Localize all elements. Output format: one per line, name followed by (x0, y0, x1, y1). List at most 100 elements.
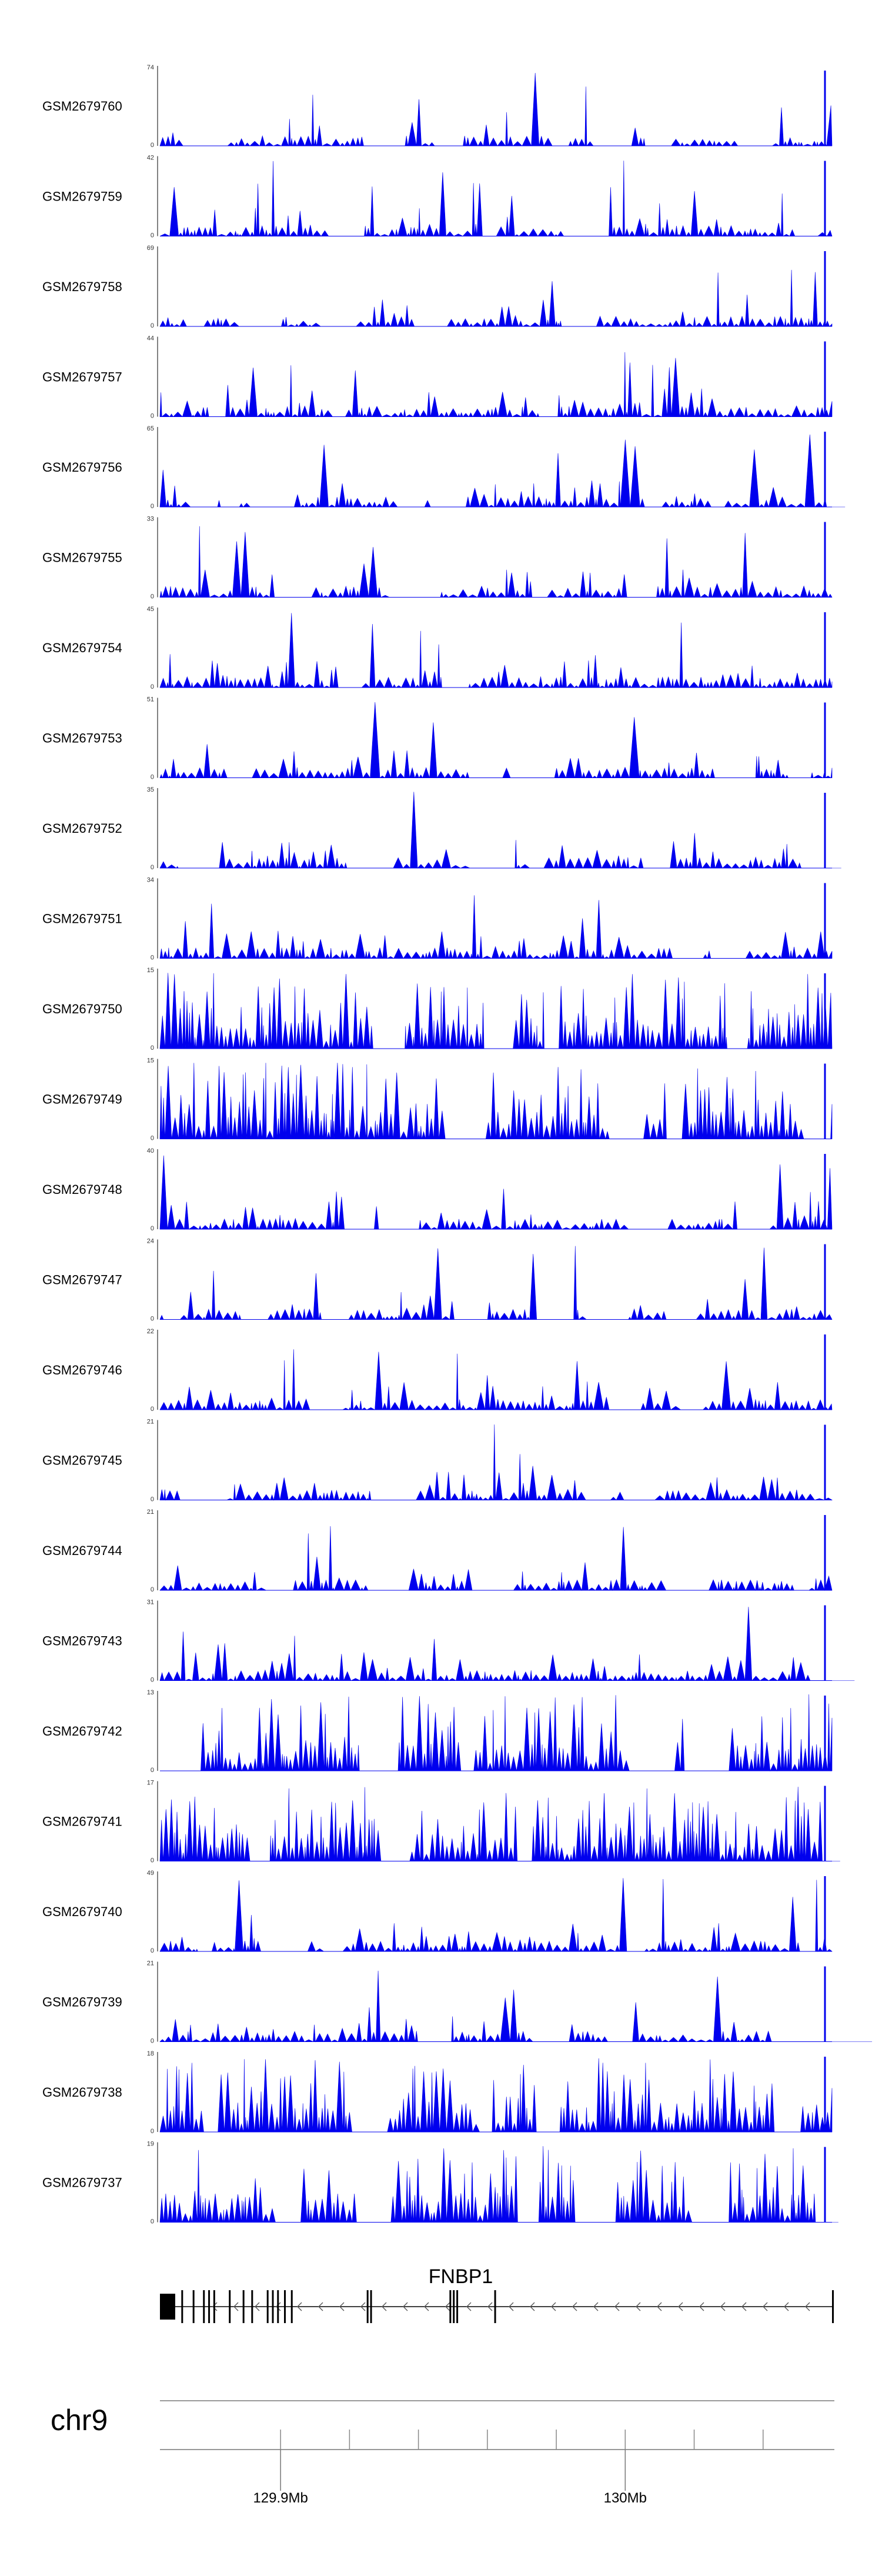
track-name-label: GSM2679741 (42, 1814, 122, 1829)
strand-arrow (297, 2302, 302, 2311)
track-name-label: GSM2679748 (42, 1182, 122, 1197)
exon (192, 2290, 195, 2323)
exon (449, 2290, 452, 2323)
strand-arrow (318, 2302, 323, 2311)
coverage-area (159, 2058, 833, 2133)
track-name-label: GSM2679737 (42, 2175, 122, 2190)
strand-arrow (339, 2302, 345, 2311)
y-max-label: 13 (147, 1689, 154, 1696)
y-min-label: 0 (151, 503, 154, 510)
coverage-area (159, 1424, 833, 1501)
track-name-label: GSM2679747 (42, 1273, 122, 1287)
track-GSM2679756: GSM2679756 65 0 (42, 425, 846, 510)
y-max-label: 18 (147, 2050, 154, 2057)
exon (160, 2294, 175, 2320)
chromosome-label: chr9 (51, 2404, 108, 2437)
coverage-area (159, 1787, 840, 1862)
strand-arrow (212, 2302, 218, 2311)
y-min-label: 0 (151, 593, 154, 600)
coverage-area (159, 269, 833, 328)
y-min-label: 0 (151, 1135, 154, 1142)
y-min-label: 0 (151, 683, 154, 690)
coverage-area (159, 526, 833, 598)
strand-arrow (699, 2302, 704, 2311)
y-max-label: 49 (147, 1870, 154, 1877)
strand-arrow (741, 2302, 747, 2311)
track-GSM2679754: GSM2679754 45 0 (42, 606, 833, 690)
track-GSM2679752: GSM2679752 35 0 (42, 786, 841, 871)
y-max-label: 42 (147, 155, 154, 162)
y-min-label: 0 (151, 1406, 154, 1413)
coverage-area (159, 1349, 833, 1411)
exon (284, 2290, 286, 2323)
y-min-label: 0 (151, 1045, 154, 1052)
coverage-area (159, 1063, 833, 1140)
y-min-label: 0 (151, 1586, 154, 1593)
strand-arrow (466, 2302, 472, 2311)
exon (208, 2290, 211, 2323)
track-name-label: GSM2679753 (42, 731, 122, 746)
y-max-label: 19 (147, 2141, 154, 2148)
strand-arrow (530, 2302, 535, 2311)
coverage-area (159, 1526, 833, 1591)
y-min-label: 0 (151, 1316, 154, 1323)
track-name-label: GSM2679754 (42, 640, 122, 655)
track-name-label: GSM2679739 (42, 1995, 122, 2010)
exon (366, 2290, 369, 2323)
exon (456, 2290, 459, 2323)
track-name-label: GSM2679743 (42, 1634, 122, 1649)
track-GSM2679744: GSM2679744 21 0 (42, 1509, 833, 1593)
gene-name-label: FNBP1 (429, 2265, 493, 2288)
y-max-label: 22 (147, 1328, 154, 1335)
track-name-label: GSM2679751 (42, 912, 122, 926)
track-GSM2679760: GSM2679760 74 0 (42, 64, 833, 149)
exon (290, 2290, 293, 2323)
y-max-label: 35 (147, 786, 154, 793)
y-min-label: 0 (151, 774, 154, 781)
y-max-label: 34 (147, 877, 154, 884)
strand-arrow (509, 2302, 514, 2311)
coverage-area (159, 1878, 833, 1953)
track-GSM2679749: GSM2679749 15 0 (42, 1057, 833, 1142)
y-min-label: 0 (151, 142, 154, 149)
y-min-label: 0 (151, 1767, 154, 1774)
track-name-label: GSM2679749 (42, 1092, 122, 1107)
y-max-label: 21 (147, 1509, 154, 1516)
y-max-label: 69 (147, 245, 154, 252)
coverage-area (159, 161, 833, 237)
coverage-area (159, 1246, 833, 1320)
track-GSM2679742: GSM2679742 13 0 (42, 1689, 833, 1774)
exon (229, 2290, 231, 2323)
coverage-area (159, 1607, 855, 1681)
track-name-label: GSM2679759 (42, 189, 122, 204)
strand-arrow (403, 2302, 408, 2311)
y-min-label: 0 (151, 1496, 154, 1503)
genome-axis: 129.9Mb 130Mb (160, 2430, 834, 2506)
gene-track: FNBP1 (160, 2265, 834, 2323)
y-max-label: 65 (147, 425, 154, 432)
exon (266, 2290, 269, 2323)
track-GSM2679740: GSM2679740 49 0 (42, 1870, 833, 1954)
track-GSM2679751: GSM2679751 34 0 (42, 877, 833, 962)
y-min-label: 0 (151, 232, 154, 239)
coverage-area (160, 1694, 833, 1772)
exon (272, 2290, 274, 2323)
exon (494, 2290, 496, 2323)
track-name-label: GSM2679742 (42, 1724, 122, 1739)
y-max-label: 24 (147, 1238, 154, 1245)
strand-arrow (445, 2302, 450, 2311)
coverage-area (159, 1155, 833, 1230)
strand-arrow (276, 2302, 281, 2311)
exon (242, 2290, 245, 2323)
track-name-label: GSM2679760 (42, 99, 122, 114)
track-name-label: GSM2679752 (42, 821, 122, 836)
gene-model (160, 2290, 834, 2323)
strand-arrow (720, 2302, 726, 2311)
y-max-label: 21 (147, 1419, 154, 1426)
y-min-label: 0 (151, 1225, 154, 1232)
strand-arrow (678, 2302, 683, 2311)
track-name-label: GSM2679750 (42, 1002, 122, 1016)
exon (181, 2290, 183, 2323)
y-max-label: 40 (147, 1147, 154, 1154)
coverage-area (159, 613, 833, 689)
